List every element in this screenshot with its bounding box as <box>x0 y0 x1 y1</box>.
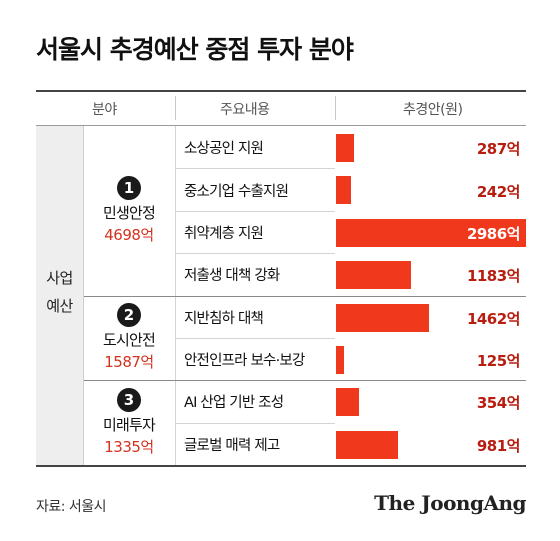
header-divider-1 <box>175 96 176 120</box>
item-label: 저출생 대책 강화 <box>184 268 280 284</box>
header-field: 분야 <box>92 102 117 118</box>
brand-logo: The JoongAng <box>374 491 526 515</box>
item-label: 지반침하 대책 <box>184 311 264 327</box>
bar <box>336 219 526 247</box>
row-separator <box>175 423 335 424</box>
item-label: 소상공인 지원 <box>184 141 264 157</box>
category-label-line2: 예산 <box>46 297 73 315</box>
row-separator <box>175 168 335 169</box>
header-bottom-rule <box>36 125 526 126</box>
group-number-badge: 1 <box>117 176 141 200</box>
header-top-rule <box>36 90 526 92</box>
bar <box>336 134 354 162</box>
group-divider <box>175 126 176 465</box>
category-divider <box>83 126 84 465</box>
bar-value-label: 1462억 <box>466 310 521 328</box>
group-total: 1587억 <box>104 353 154 371</box>
group-number-badge: 3 <box>117 388 141 412</box>
item-label: 안전인프라 보수·보강 <box>184 353 305 369</box>
group-number-badge: 2 <box>117 303 141 327</box>
header-divider-2 <box>335 96 336 120</box>
bar <box>336 346 344 374</box>
bar-value-label: 354억 <box>476 394 521 412</box>
category-label-line1: 사업 <box>46 269 73 287</box>
table-bottom-rule <box>36 465 526 467</box>
bar-value-label: 125억 <box>476 352 521 370</box>
bar <box>336 431 398 459</box>
item-label: 중소기업 수출지원 <box>184 184 289 200</box>
category-column <box>36 126 83 465</box>
group-name: 도시안전 <box>102 331 156 349</box>
item-label: AI 산업 기반 조성 <box>184 395 284 411</box>
bar-value-label: 2986억 <box>466 225 521 243</box>
row-separator <box>175 253 335 254</box>
bar-value-label: 287억 <box>476 140 521 158</box>
header-content: 주요내용 <box>220 102 270 118</box>
item-label: 취약계층 지원 <box>184 226 264 242</box>
group-name: 민생안정 <box>102 204 156 222</box>
bar <box>336 388 359 416</box>
bar-value-label: 981억 <box>476 437 521 455</box>
row-separator <box>175 211 335 212</box>
group-separator <box>84 296 526 297</box>
group-total: 1335억 <box>104 438 154 456</box>
bar-value-label: 242억 <box>476 183 521 201</box>
source-note: 자료: 서울시 <box>36 499 107 515</box>
row-separator <box>175 338 335 339</box>
bar <box>336 304 429 332</box>
chart-title: 서울시 추경예산 중점 투자 분야 <box>36 35 354 64</box>
bar-value-label: 1183억 <box>466 267 521 285</box>
bar-area: 287억 242억 2986억 1183억 1462억 125억 354억 981억 <box>336 126 526 465</box>
header-amount: 추경안(원) <box>403 102 463 118</box>
bar <box>336 176 351 204</box>
bar <box>336 261 411 289</box>
group-name: 미래투자 <box>102 416 156 434</box>
group-separator <box>84 380 526 381</box>
item-label: 글로벌 매력 제고 <box>184 438 280 454</box>
group-total: 4698억 <box>104 226 154 244</box>
